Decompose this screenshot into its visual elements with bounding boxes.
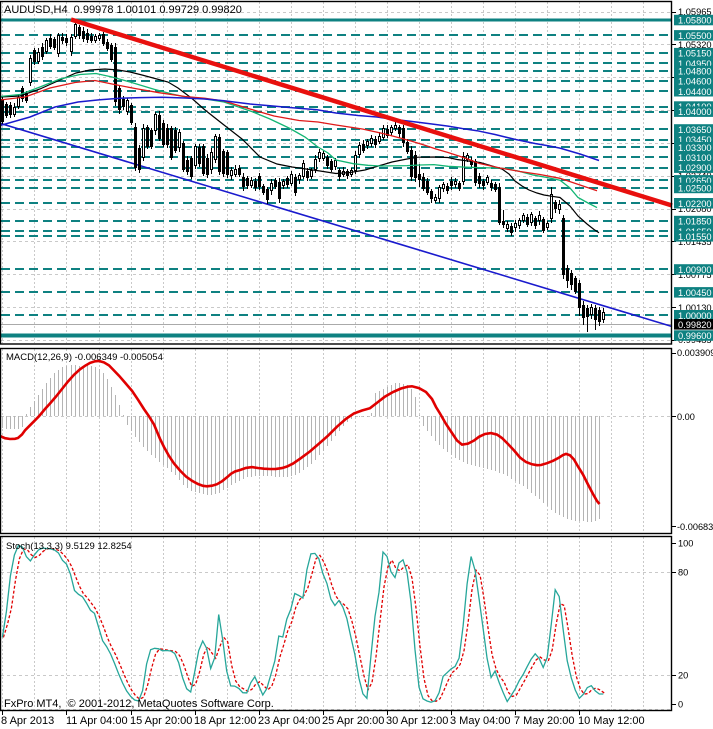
svg-text:1.04600: 1.04600: [678, 77, 712, 87]
svg-text:0.003909: 0.003909: [677, 348, 713, 358]
svg-text:8 Apr 2013: 8 Apr 2013: [1, 715, 54, 727]
svg-text:1.05800: 1.05800: [678, 16, 712, 26]
svg-text:-0.00683: -0.00683: [677, 522, 713, 532]
svg-text:10 May 12:00: 10 May 12:00: [578, 715, 645, 727]
svg-text:80: 80: [678, 568, 688, 578]
svg-text:MACD(12,26,9) -0.006349 -0.005: MACD(12,26,9) -0.006349 -0.005054: [6, 352, 163, 363]
svg-text:0.99820: 0.99820: [678, 320, 712, 330]
svg-text:1.05500: 1.05500: [678, 31, 712, 41]
svg-text:1.03300: 1.03300: [678, 143, 712, 153]
svg-text:FxPro MT4, © 2001-2012, MetaQ: FxPro MT4, © 2001-2012, MetaQuotes Softw…: [4, 698, 274, 710]
svg-text:1.02080: 1.02080: [678, 204, 712, 214]
svg-text:1.00000: 1.00000: [678, 311, 712, 321]
svg-text:1.01850: 1.01850: [678, 217, 712, 227]
svg-text:11 Apr 04:00: 11 Apr 04:00: [66, 715, 128, 727]
svg-text:1.02200: 1.02200: [678, 199, 712, 209]
svg-text:7 May 20:00: 7 May 20:00: [514, 715, 575, 727]
svg-text:1.02900: 1.02900: [678, 163, 712, 173]
svg-text:1.00775: 1.00775: [678, 270, 712, 280]
svg-text:1.04800: 1.04800: [678, 67, 712, 77]
svg-text:1.02650: 1.02650: [678, 176, 712, 186]
svg-text:1.01550: 1.01550: [678, 232, 712, 242]
svg-text:3 May 04:00: 3 May 04:00: [450, 715, 511, 727]
svg-text:1.02500: 1.02500: [678, 184, 712, 194]
svg-text:1.03650: 1.03650: [678, 125, 712, 135]
svg-text:20: 20: [678, 671, 688, 681]
svg-text:1.04950: 1.04950: [678, 59, 712, 69]
svg-text:1.05320: 1.05320: [678, 40, 712, 50]
svg-text:Stoch(13,3,3) 9.5129 12.8254: Stoch(13,3,3) 9.5129 12.8254: [6, 541, 132, 552]
svg-text:1.03100: 1.03100: [678, 153, 712, 163]
svg-text:15 Apr 20:00: 15 Apr 20:00: [130, 715, 192, 727]
svg-text:0.00: 0.00: [677, 412, 695, 422]
svg-text:18 Apr 12:00: 18 Apr 12:00: [194, 715, 256, 727]
svg-text:1.04400: 1.04400: [678, 87, 712, 97]
svg-text:1.05150: 1.05150: [678, 49, 712, 59]
svg-text:1.01435: 1.01435: [678, 237, 712, 247]
svg-text:1.05965: 1.05965: [678, 7, 712, 17]
svg-text:1.00130: 1.00130: [678, 303, 712, 313]
svg-text:23 Apr 04:00: 23 Apr 04:00: [258, 715, 320, 727]
svg-text:100: 100: [678, 539, 693, 549]
svg-text:1.00450: 1.00450: [678, 288, 712, 298]
svg-text:1.04000: 1.04000: [678, 107, 712, 117]
svg-text:1.03450: 1.03450: [678, 135, 712, 145]
svg-text:0.99600: 0.99600: [678, 331, 712, 341]
svg-text:30 Apr 12:00: 30 Apr 12:00: [386, 715, 448, 727]
svg-text:0: 0: [678, 700, 683, 710]
svg-text:25 Apr 20:00: 25 Apr 20:00: [322, 715, 384, 727]
svg-text:1.00900: 1.00900: [678, 265, 712, 275]
svg-text:AUDUSD,H4 0.99978 1.00101 0.9: AUDUSD,H4 0.99978 1.00101 0.99729 0.9982…: [4, 4, 242, 16]
